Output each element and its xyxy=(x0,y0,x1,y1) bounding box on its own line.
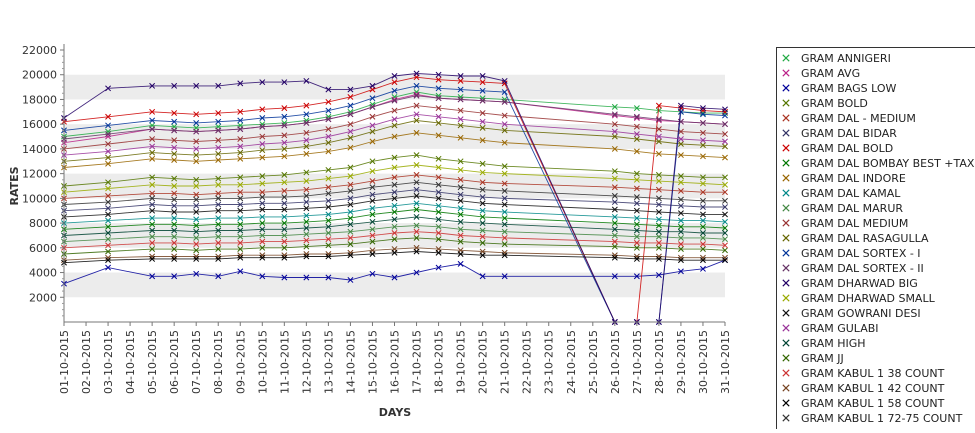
y-tick-label: 2000 xyxy=(29,291,57,304)
x-tick-label: 21-10-2015 xyxy=(499,330,512,394)
legend-label: GRAM JJ xyxy=(801,352,844,365)
legend-label: GRAM DAL BIDAR xyxy=(801,127,897,140)
legend-label: GRAM KABUL 1 72-75 COUNT xyxy=(801,412,963,425)
y-tick-label: 8000 xyxy=(29,217,57,230)
legend-label: GRAM DAL BOLD xyxy=(801,142,893,155)
y-tick-label: 18000 xyxy=(22,93,57,106)
x-axis-title: DAYS xyxy=(379,406,412,419)
legend-entry: GRAM GOWRANI DESI xyxy=(783,307,921,320)
y-axis-title: RATES xyxy=(8,166,21,205)
legend-label: GRAM BOLD xyxy=(801,97,868,110)
legend-label: GRAM GULABI xyxy=(801,322,879,335)
x-tick-label: 08-10-2015 xyxy=(212,330,225,394)
x-tick-label: 26-10-2015 xyxy=(609,330,622,394)
x-tick-label: 12-10-2015 xyxy=(300,330,313,394)
x-tick-label: 07-10-2015 xyxy=(190,330,203,394)
legend-label: GRAM DAL MARUR xyxy=(801,202,903,215)
legend-label: GRAM DAL INDORE xyxy=(801,172,906,185)
legend-entry: GRAM DHARWAD SMALL xyxy=(783,292,936,305)
x-tick-label: 27-10-2015 xyxy=(631,330,644,394)
x-tick-label: 25-10-2015 xyxy=(587,330,600,394)
legend-entry: GRAM KABUL 1 58 COUNT xyxy=(783,397,945,410)
legend-entry: GRAM KABUL 1 38 COUNT xyxy=(783,367,945,380)
legend-label: GRAM ANNIGERI xyxy=(801,52,891,65)
x-tick-label: 18-10-2015 xyxy=(433,330,446,394)
x-tick-label: 13-10-2015 xyxy=(322,330,335,394)
x-tick-label: 17-10-2015 xyxy=(411,330,424,394)
legend-label: GRAM DHARWAD SMALL xyxy=(801,292,936,305)
x-tick-label: 23-10-2015 xyxy=(543,330,556,394)
x-tick-label: 14-10-2015 xyxy=(344,330,357,394)
series-23 xyxy=(61,249,727,265)
x-tick-label: 19-10-2015 xyxy=(455,330,468,394)
x-tick-label: 02-10-2015 xyxy=(80,330,93,394)
x-tick-label: 11-10-2015 xyxy=(278,330,291,394)
x-tick-label: 24-10-2015 xyxy=(565,330,578,394)
legend-entry: GRAM DAL KAMAL xyxy=(783,187,901,200)
y-tick-label: 10000 xyxy=(22,192,57,205)
x-tick-label: 06-10-2015 xyxy=(168,330,181,394)
legend-label: GRAM DAL KAMAL xyxy=(801,187,901,200)
series-22 xyxy=(61,245,727,263)
legend-entry: GRAM DAL MEDIUM xyxy=(783,217,909,230)
legend-label: GRAM KABUL 1 42 COUNT xyxy=(801,382,945,395)
legend-entry: GRAM KABUL 1 42 COUNT xyxy=(783,382,945,395)
grid-band xyxy=(64,75,725,100)
legend-entry: GRAM DHARWAD BIG xyxy=(783,277,918,290)
series-9 xyxy=(61,201,727,226)
legend-label: GRAM DAL BOMBAY BEST +TAX xyxy=(801,157,975,170)
y-tick-label: 22000 xyxy=(22,44,57,57)
x-tick-label: 30-10-2015 xyxy=(697,330,710,394)
legend-label: GRAM DAL RASAGULLA xyxy=(801,232,929,245)
x-tick-label: 04-10-2015 xyxy=(124,330,137,394)
legend-label: GRAM DAL MEDIUM xyxy=(801,217,908,230)
legend-entry: GRAM DAL RASAGULLA xyxy=(783,232,929,245)
y-tick-label: 6000 xyxy=(29,242,57,255)
legend-label: GRAM GOWRANI DESI xyxy=(801,307,921,320)
legend-entry: GRAM KABUL 1 72-75 COUNT xyxy=(783,412,963,425)
x-tick-label: 29-10-2015 xyxy=(675,330,688,394)
legend-label: GRAM AVG xyxy=(801,67,860,80)
legend-entry: GRAM DAL SORTEX - II xyxy=(783,262,924,275)
legend-label: GRAM DAL SORTEX - I xyxy=(801,247,921,260)
x-tick-label: 05-10-2015 xyxy=(146,330,159,394)
legend-label: GRAM DAL SORTEX - II xyxy=(801,262,924,275)
legend-label: GRAM DHARWAD BIG xyxy=(801,277,918,290)
legend-label: GRAM BAGS LOW xyxy=(801,82,897,95)
legend: GRAM ANNIGERI GRAM AVG GRAM BAGS LOW GRAM B… xyxy=(777,48,975,430)
legend-entry: GRAM DAL BOMBAY BEST +TAX xyxy=(783,157,975,170)
plot-bands xyxy=(64,75,725,298)
legend-label: GRAM DAL - MEDIUM xyxy=(801,112,916,125)
x-tick-label: 31-10-2015 xyxy=(719,330,732,394)
x-tick-label: 01-10-2015 xyxy=(58,330,71,394)
x-tick-label: 20-10-2015 xyxy=(477,330,490,394)
legend-entry: GRAM DAL SORTEX - I xyxy=(783,247,921,260)
legend-label: GRAM KABUL 1 58 COUNT xyxy=(801,397,945,410)
legend-entry: GRAM DAL MARUR xyxy=(783,202,904,215)
y-tick-label: 16000 xyxy=(22,118,57,131)
x-tick-label: 28-10-2015 xyxy=(653,330,666,394)
x-tick-label: 22-10-2015 xyxy=(521,330,534,394)
y-tick-label: 12000 xyxy=(22,168,57,181)
y-tick-label: 4000 xyxy=(29,267,57,280)
y-tick-label: 14000 xyxy=(22,143,57,156)
legend-entry: GRAM DAL INDORE xyxy=(783,172,906,185)
legend-entry: GRAM DAL - MEDIUM xyxy=(783,112,916,125)
x-tick-label: 16-10-2015 xyxy=(389,330,402,394)
x-tick-label: 09-10-2015 xyxy=(234,330,247,394)
x-tick-label: 03-10-2015 xyxy=(102,330,115,394)
y-tick-label: 20000 xyxy=(22,69,57,82)
x-tick-label: 15-10-2015 xyxy=(366,330,379,394)
legend-label: GRAM KABUL 1 38 COUNT xyxy=(801,367,945,380)
legend-label: GRAM HIGH xyxy=(801,337,866,350)
x-tick-label: 10-10-2015 xyxy=(256,330,269,394)
